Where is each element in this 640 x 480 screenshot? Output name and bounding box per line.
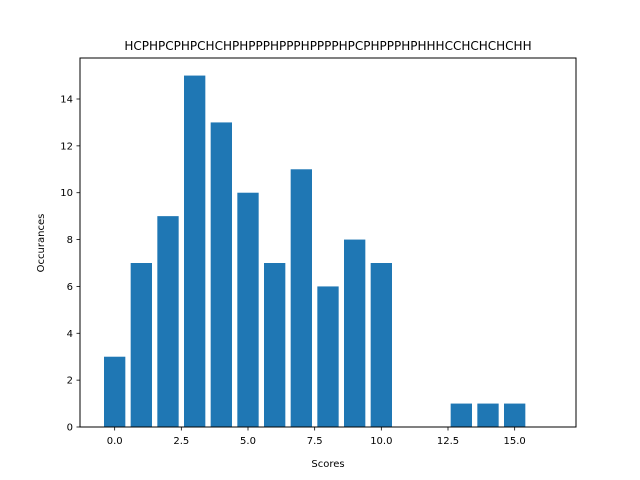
x-tick-label: 10.0 — [370, 436, 392, 447]
y-tick-label: 4 — [67, 329, 73, 340]
bar-score-2 — [157, 216, 179, 427]
x-axis: 0.0 2.5 5.0 7.5 10.0 12.5 15.0 — [107, 427, 526, 447]
x-tick-label: 2.5 — [173, 436, 189, 447]
x-tick-label: 15.0 — [504, 436, 526, 447]
y-tick-label: 8 — [67, 235, 73, 246]
y-tick-label: 6 — [67, 282, 73, 293]
bars-group — [104, 75, 526, 428]
y-tick-label: 10 — [60, 188, 73, 199]
x-tick-label: 0.0 — [107, 436, 123, 447]
bar-score-4 — [210, 122, 232, 427]
y-axis-label: Occurances — [36, 214, 47, 273]
bar-score-1 — [130, 263, 152, 427]
bar-score-8 — [317, 286, 339, 427]
y-tick-label: 2 — [67, 376, 73, 387]
y-tick-label: 12 — [60, 141, 73, 152]
bar-score-15 — [504, 403, 526, 427]
y-tick-label: 14 — [60, 95, 73, 106]
y-axis: 0 2 4 6 8 10 12 14 — [60, 95, 80, 434]
bar-score-0 — [104, 356, 126, 427]
x-tick-label: 7.5 — [307, 436, 323, 447]
bar-score-7 — [290, 169, 312, 428]
bar-score-14 — [477, 403, 499, 427]
x-tick-label: 5.0 — [240, 436, 256, 447]
bar-score-13 — [450, 403, 472, 427]
x-tick-label: 12.5 — [437, 436, 459, 447]
plot-frame — [79, 57, 577, 428]
chart-title: HCPHPCPHPCHCHPHPPPHPPPHPPPPHPCPHPPPHPHHH… — [124, 39, 531, 53]
bar-score-3 — [184, 75, 206, 428]
bar-score-5 — [237, 192, 259, 427]
bar-score-10 — [370, 263, 392, 427]
x-axis-label: Scores — [311, 459, 344, 470]
bar-score-9 — [344, 239, 366, 427]
bar-score-6 — [264, 263, 286, 427]
y-tick-label: 0 — [67, 423, 73, 434]
